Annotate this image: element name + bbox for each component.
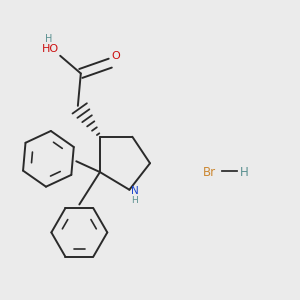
- Text: H: H: [240, 166, 249, 178]
- Text: O: O: [112, 51, 121, 61]
- Text: H: H: [45, 34, 52, 44]
- Text: Br: Br: [203, 166, 216, 178]
- Text: N: N: [131, 186, 139, 196]
- Text: HO: HO: [42, 44, 59, 54]
- Text: H: H: [131, 196, 138, 205]
